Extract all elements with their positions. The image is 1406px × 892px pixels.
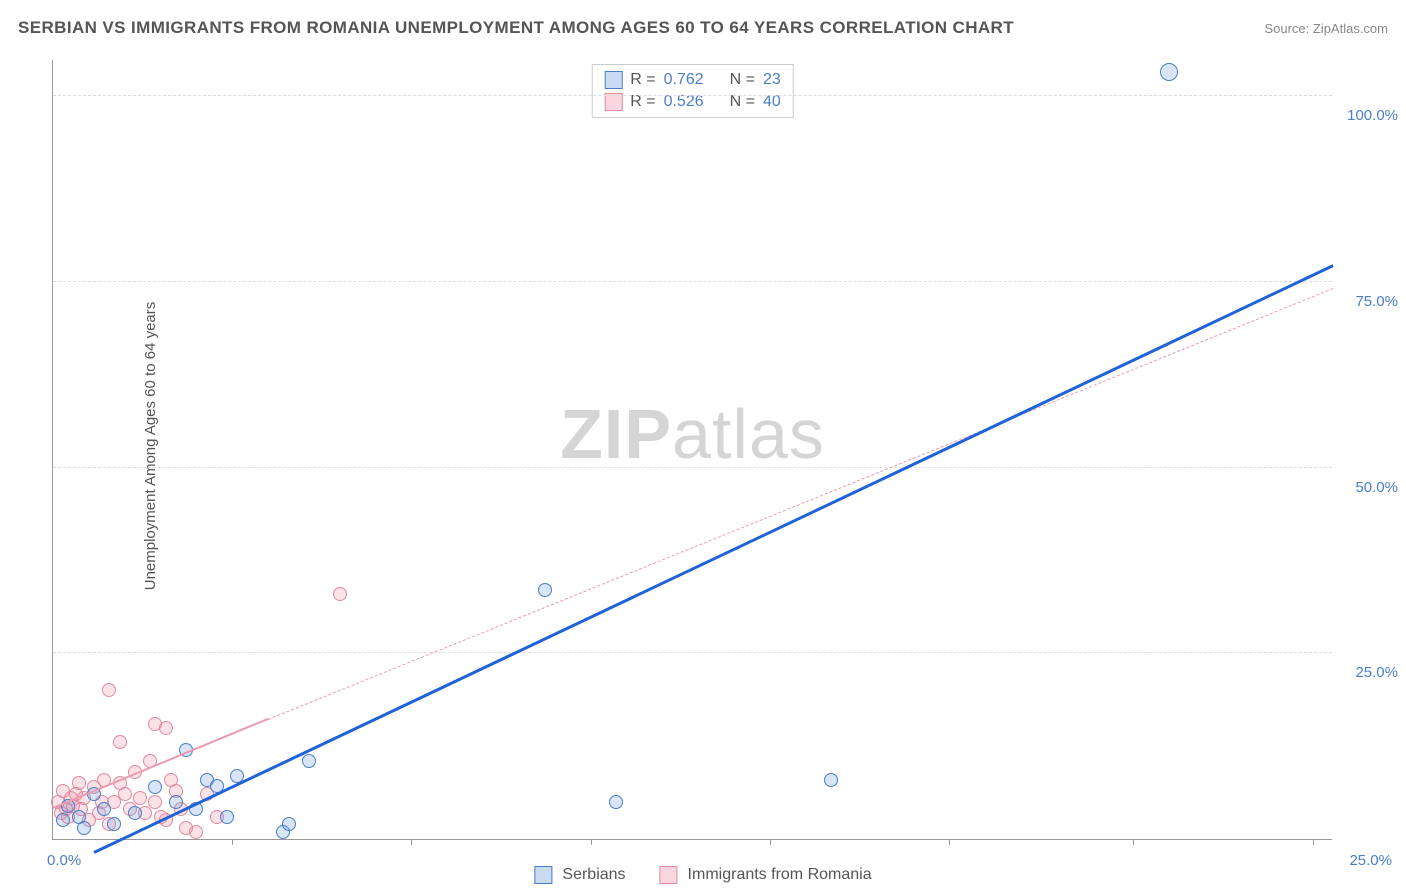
x-tick xyxy=(1133,839,1134,845)
data-point-serbians xyxy=(220,810,234,824)
watermark: ZIPatlas xyxy=(560,394,825,474)
r-value-serbians: 0.762 xyxy=(664,71,704,89)
data-point-serbians xyxy=(302,754,316,768)
source-attribution: Source: ZipAtlas.com xyxy=(1264,21,1388,36)
data-point-serbians xyxy=(824,773,838,787)
x-tick-label-right: 25.0% xyxy=(1349,852,1392,869)
x-tick-label-left: 0.0% xyxy=(47,852,81,869)
data-point-romania xyxy=(113,735,127,749)
watermark-rest: atlas xyxy=(672,395,825,473)
legend-label-romania: Immigrants from Romania xyxy=(688,866,872,884)
data-point-serbians xyxy=(97,802,111,816)
chart-title: SERBIAN VS IMMIGRANTS FROM ROMANIA UNEMP… xyxy=(18,18,1014,38)
gridline xyxy=(53,281,1332,282)
x-tick xyxy=(591,839,592,845)
data-point-romania xyxy=(189,825,203,839)
data-point-serbians xyxy=(56,813,70,827)
data-point-romania xyxy=(102,683,116,697)
correlation-legend: R = 0.762 N = 23 R = 0.526 N = 40 xyxy=(591,64,794,118)
legend-label-serbians: Serbians xyxy=(562,866,625,884)
data-point-serbians xyxy=(282,817,296,831)
y-tick-label: 100.0% xyxy=(1347,107,1398,124)
data-point-serbians xyxy=(107,817,121,831)
y-tick-label: 25.0% xyxy=(1355,664,1398,681)
data-point-romania xyxy=(148,795,162,809)
r-label: R = xyxy=(630,71,655,89)
gridline xyxy=(53,467,1332,468)
source-name: ZipAtlas.com xyxy=(1313,21,1388,36)
n-label: N = xyxy=(730,71,755,89)
x-tick xyxy=(770,839,771,845)
n-value-serbians: 23 xyxy=(763,71,781,89)
swatch-pink-icon xyxy=(660,866,678,884)
gridline xyxy=(53,652,1332,653)
x-tick xyxy=(232,839,233,845)
data-point-serbians xyxy=(1160,63,1178,81)
gridline xyxy=(53,95,1332,96)
data-point-serbians xyxy=(148,780,162,794)
correlation-row-serbians: R = 0.762 N = 23 xyxy=(600,69,785,91)
x-tick xyxy=(411,839,412,845)
series-legend: Serbians Immigrants from Romania xyxy=(534,866,871,884)
data-point-serbians xyxy=(609,795,623,809)
trend-line-serbians xyxy=(93,264,1333,854)
source-prefix: Source: xyxy=(1264,21,1312,36)
data-point-serbians xyxy=(169,795,183,809)
x-tick xyxy=(1313,839,1314,845)
scatter-plot: ZIPatlas R = 0.762 N = 23 R = 0.526 N = … xyxy=(52,60,1332,840)
data-point-romania xyxy=(333,587,347,601)
data-point-serbians xyxy=(128,806,142,820)
y-tick-label: 75.0% xyxy=(1355,293,1398,310)
swatch-blue-icon xyxy=(534,866,552,884)
chart-header: SERBIAN VS IMMIGRANTS FROM ROMANIA UNEMP… xyxy=(18,18,1388,38)
data-point-romania xyxy=(164,773,178,787)
y-tick-label: 50.0% xyxy=(1355,479,1398,496)
x-tick xyxy=(949,839,950,845)
watermark-bold: ZIP xyxy=(560,395,672,473)
data-point-serbians xyxy=(538,583,552,597)
data-point-romania xyxy=(133,791,147,805)
data-point-serbians xyxy=(77,821,91,835)
trend-line-romania-dashed xyxy=(268,288,1333,720)
data-point-romania xyxy=(159,721,173,735)
swatch-blue-icon xyxy=(604,71,622,89)
